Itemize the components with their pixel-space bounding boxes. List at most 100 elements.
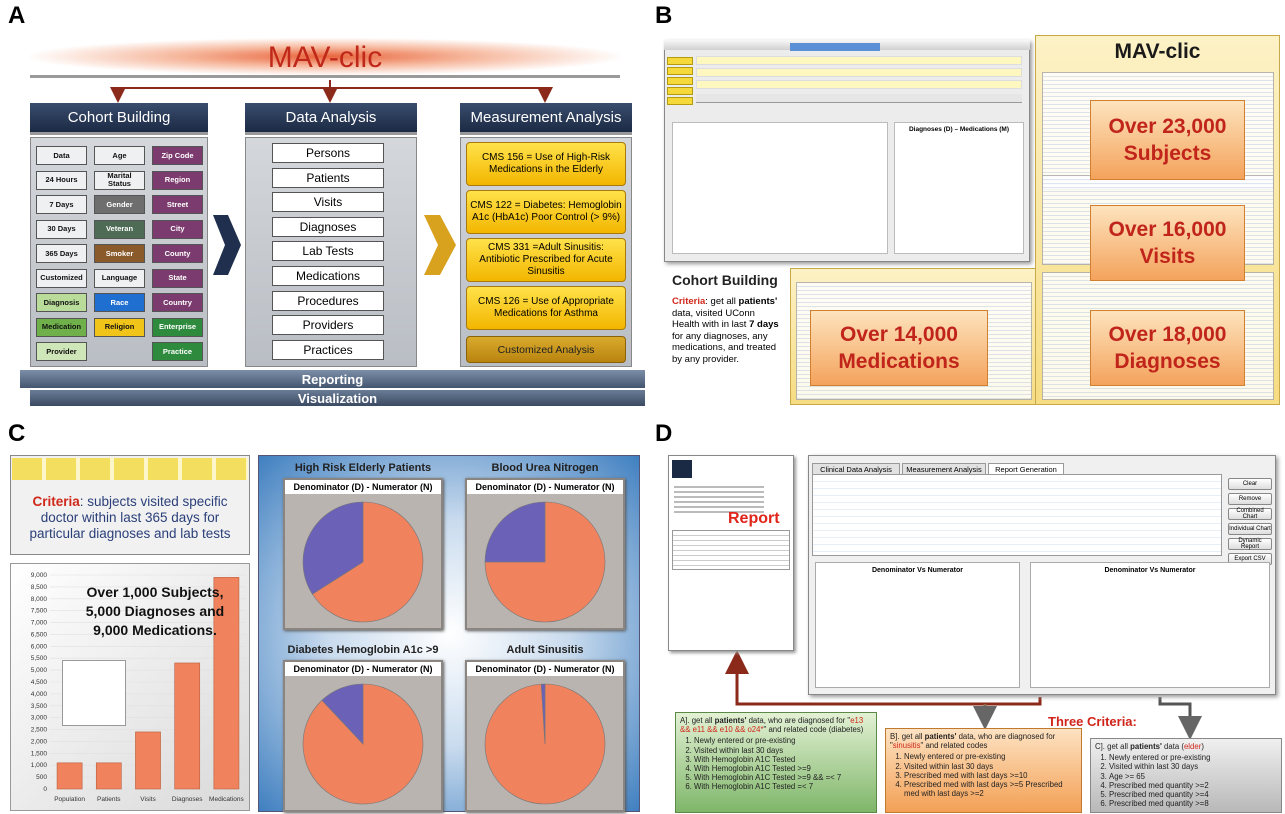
panel-label: A [8, 2, 38, 32]
cohort-button[interactable]: Smoker [94, 244, 145, 263]
tab[interactable]: Clinical Data Analysis [812, 463, 900, 474]
text-part: Over 16,000 [1109, 216, 1227, 243]
inset-pie-panel [62, 660, 126, 726]
criteria-box: A]. get all patients' data, who are diag… [675, 712, 877, 813]
cohort-button[interactable]: State [152, 269, 203, 288]
cohort-button[interactable]: Race [94, 293, 145, 312]
text-part: Over 18,000 [1109, 321, 1227, 348]
text-part: " and related codes [921, 741, 988, 750]
action-button[interactable]: Clear [1228, 478, 1272, 490]
data-item[interactable]: Visits [272, 192, 384, 212]
action-button[interactable]: Remove [1228, 493, 1272, 505]
cohort-button[interactable]: Data [36, 146, 87, 165]
y-tick-label: 4,500 [31, 679, 48, 686]
y-tick-label: 8,500 [31, 584, 48, 591]
cohort-button[interactable]: Provider [36, 342, 87, 361]
section-title: Cohort Building [672, 272, 788, 292]
app-title: MAV-clic [30, 38, 620, 78]
measure-box[interactable]: CMS 122 = Diabetes: Hemoglobin A1c (HbA1… [466, 190, 626, 234]
x-tick-label: Diagnoses [172, 796, 203, 803]
cohort-button[interactable]: Practice [152, 342, 203, 361]
data-item[interactable]: Procedures [272, 291, 384, 311]
data-item[interactable]: Diagnoses [272, 217, 384, 237]
report-text-line [674, 486, 764, 488]
menu-tab [790, 43, 880, 51]
bar [57, 763, 82, 789]
cohort-button[interactable]: Language [94, 269, 145, 288]
body: AMAV-clicCohort BuildingData AnalysisMea… [0, 0, 1285, 814]
flow-arrow [213, 215, 241, 275]
text-part: Criteria [32, 494, 79, 509]
cohort-button[interactable]: City [152, 220, 203, 239]
cohort-button[interactable]: 30 Days [36, 220, 87, 239]
tab[interactable]: Measurement Analysis [902, 463, 986, 474]
cohort-button[interactable]: Street [152, 195, 203, 214]
cohort-button[interactable]: 7 Days [36, 195, 87, 214]
cohort-button[interactable]: County [152, 244, 203, 263]
cohort-button[interactable]: Enterprise [152, 318, 203, 337]
text-part: data, who are diagnosed for " [746, 716, 850, 725]
text-part: : get all [705, 296, 738, 307]
cohort-button[interactable]: Zip Code [152, 146, 203, 165]
thumb-pie-panel [894, 122, 1024, 254]
text-part: With Hemoglobin A1C Tested >=9 [694, 764, 872, 773]
pie-chart [465, 676, 625, 812]
cohort-button[interactable]: Religion [94, 318, 145, 337]
text-part: A]. get all [680, 716, 715, 725]
cohort-button[interactable]: Country [152, 293, 203, 312]
criteria-list: Newly entered or pre-existingVisited wit… [1095, 753, 1277, 808]
tab[interactable]: Report Generation [988, 463, 1064, 474]
measure-box[interactable]: CMS 156 = Use of High-Risk Medications i… [466, 142, 626, 186]
thumb-chart [672, 122, 888, 254]
text-part: Visited within last 30 days [904, 762, 1077, 771]
side-button [667, 87, 693, 95]
data-item[interactable]: Persons [272, 143, 384, 163]
cohort-button[interactable]: Age [94, 146, 145, 165]
cohort-button[interactable]: Medication [36, 318, 87, 337]
y-tick-label: 8,000 [31, 596, 48, 603]
y-tick-label: 6,500 [31, 631, 48, 638]
pie-slice [485, 502, 545, 562]
data-item[interactable]: Patients [272, 168, 384, 188]
data-item[interactable]: Lab Tests [272, 241, 384, 261]
text-part: Prescribed med quantity >=2 [1109, 781, 1277, 790]
report-text-line [674, 506, 764, 508]
data-item[interactable]: Medications [272, 266, 384, 286]
data-item[interactable]: Practices [272, 340, 384, 360]
cohort-button[interactable]: Diagnosis [36, 293, 87, 312]
text-part: Over 14,000 [840, 321, 958, 348]
pie-subtitle: Denominator (D) - Numerator (N) [467, 480, 623, 494]
cohort-button[interactable]: Veteran [94, 220, 145, 239]
cohort-button[interactable]: 24 Hours [36, 171, 87, 190]
text-part: B]. get all [890, 732, 925, 741]
report-text-line [674, 491, 764, 493]
measure-box[interactable]: CMS 126 = Use of Appropriate Medications… [466, 286, 626, 330]
measure-box[interactable]: Customized Analysis [466, 336, 626, 363]
action-button[interactable]: Individual Chart [1228, 523, 1272, 535]
y-tick-label: 2,000 [31, 738, 48, 745]
cohort-button[interactable]: Region [152, 171, 203, 190]
cohort-button[interactable]: Marital Status [94, 171, 145, 190]
filter-row [696, 68, 1022, 77]
text-part: Prescribed med quantity >=4 [1109, 790, 1277, 799]
text-part: With Hemoglobin A1C Tested >=9 && =< 7 [694, 773, 872, 782]
figure: AMAV-clicCohort BuildingData AnalysisMea… [0, 0, 1285, 814]
action-button[interactable]: Dynamic Report [1228, 538, 1272, 550]
text-part: Over 23,000 [1109, 113, 1227, 140]
cohort-button[interactable]: Customized [36, 269, 87, 288]
line-chart-title: Denominator Vs Numerator [815, 565, 1020, 575]
data-item[interactable]: Providers [272, 315, 384, 335]
text-part: With Hemoglobin A1C Tested [694, 755, 872, 764]
criteria-line: Criteria: subjects visited specific doct… [15, 494, 245, 542]
cohort-button[interactable]: Gender [94, 195, 145, 214]
page: MAV-clic overview { "panel_a": { "label"… [0, 0, 1285, 814]
text-part: Medications [838, 348, 959, 375]
measure-box[interactable]: CMS 331 =Adult Sinusitis: Antibiotic Pre… [466, 238, 626, 282]
x-tick-label: Visits [140, 796, 156, 803]
cohort-button[interactable]: 365 Days [36, 244, 87, 263]
criteria-text: Criteria: get all patients' data, visite… [670, 294, 786, 406]
tab-row [696, 94, 1022, 103]
action-button[interactable]: Combined Chart [1228, 508, 1272, 520]
